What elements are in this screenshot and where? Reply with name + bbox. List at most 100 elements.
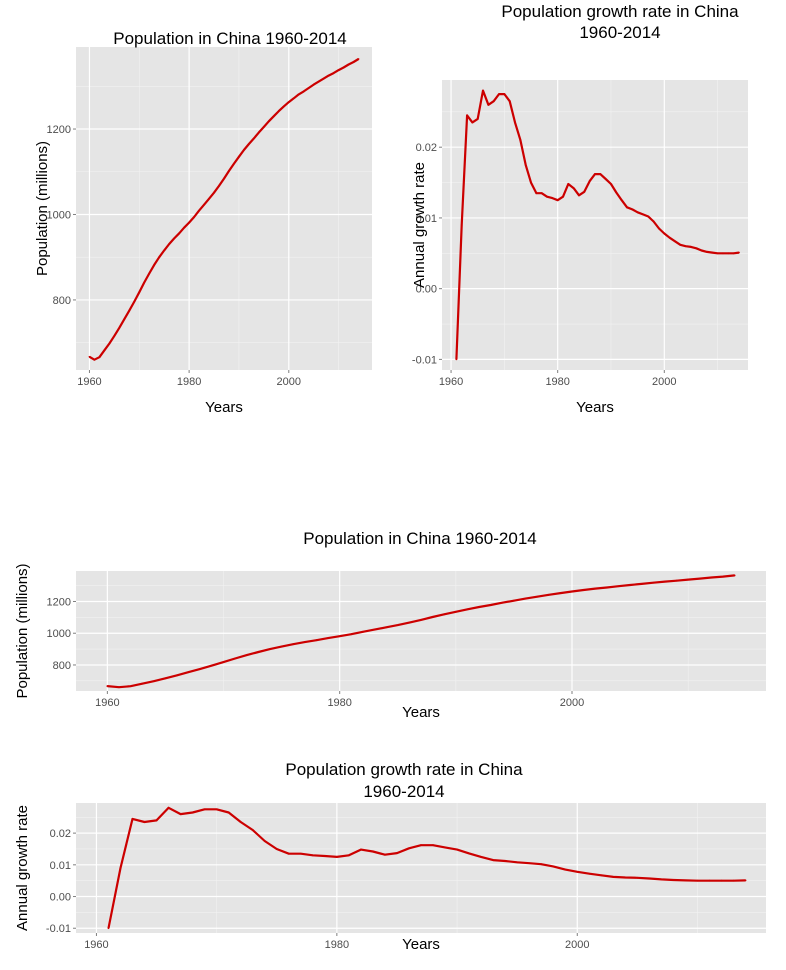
population-wide-chart-svg: 1960 1980 2000 800 1000 1200 Population in Chi… xyxy=(14,529,766,721)
data-point xyxy=(540,863,543,866)
x-tick-label: 1980 xyxy=(177,376,201,388)
data-point xyxy=(267,120,270,123)
data-point xyxy=(732,879,735,882)
data-point xyxy=(564,868,567,871)
y-tick-label: 1000 xyxy=(47,628,71,640)
data-point xyxy=(431,616,434,618)
data-point xyxy=(203,808,206,811)
data-point xyxy=(277,110,280,112)
data-point xyxy=(337,69,340,71)
x-axis-title: Years xyxy=(576,399,614,416)
data-point xyxy=(679,243,682,246)
data-point xyxy=(198,209,200,212)
x-tick-label: 2000 xyxy=(565,939,589,951)
data-point xyxy=(535,192,538,195)
data-point xyxy=(727,252,730,255)
x-tick-label: 2000 xyxy=(277,376,301,388)
y-tick-label: 1200 xyxy=(47,596,71,608)
data-point xyxy=(252,137,255,140)
data-point xyxy=(385,626,388,629)
data-point xyxy=(234,657,237,660)
data-point xyxy=(332,72,335,74)
data-point xyxy=(297,93,300,96)
data-point xyxy=(687,578,690,581)
data-point xyxy=(303,641,306,644)
data-point xyxy=(658,227,660,230)
data-point xyxy=(612,875,615,878)
data-point xyxy=(191,811,194,814)
x-axis-title: Years xyxy=(402,936,440,953)
y-tick-label: 0.00 xyxy=(416,284,437,296)
data-point xyxy=(480,856,483,858)
data-point xyxy=(652,581,655,584)
data-point xyxy=(347,854,350,857)
data-point xyxy=(263,840,266,842)
panel-background xyxy=(442,80,748,370)
data-point xyxy=(327,74,330,77)
data-point xyxy=(152,680,155,683)
data-point xyxy=(158,256,161,259)
y-tick-label: 0.00 xyxy=(50,892,71,904)
data-point xyxy=(519,139,522,142)
data-point xyxy=(163,249,166,252)
chart-title: 1960-2014 xyxy=(579,23,660,42)
data-point xyxy=(178,232,181,235)
data-point xyxy=(460,224,463,226)
data-point xyxy=(93,358,96,361)
data-point xyxy=(556,199,559,202)
population-chart-top-left: 1960 1980 2000 800 1000 1200 Population in Chi… xyxy=(0,0,390,420)
data-point xyxy=(482,89,484,92)
data-point xyxy=(408,621,411,624)
data-point xyxy=(476,118,479,120)
y-axis-title: Annual growth rate xyxy=(411,162,428,288)
data-point xyxy=(164,677,167,680)
data-point xyxy=(238,155,240,158)
data-point xyxy=(466,608,469,611)
data-point xyxy=(478,606,480,608)
data-point xyxy=(396,624,399,627)
data-point xyxy=(327,637,329,640)
data-point xyxy=(487,103,490,106)
data-point xyxy=(317,80,320,83)
data-point xyxy=(311,854,314,857)
data-point xyxy=(698,577,701,580)
data-point xyxy=(420,844,422,847)
data-point xyxy=(738,251,740,254)
data-point xyxy=(588,872,591,875)
data-point xyxy=(108,342,111,345)
data-point xyxy=(106,685,109,687)
data-point xyxy=(716,252,719,255)
data-point xyxy=(528,862,531,865)
data-point xyxy=(275,848,278,850)
data-point xyxy=(559,592,562,594)
data-point xyxy=(552,865,555,868)
data-point xyxy=(323,855,326,857)
data-point xyxy=(107,927,110,930)
y-tick-label: 0.01 xyxy=(50,860,71,872)
data-point xyxy=(384,853,386,856)
data-point xyxy=(203,203,205,206)
x-tick-label: 1960 xyxy=(439,376,463,388)
data-point xyxy=(562,195,564,198)
data-point xyxy=(352,61,355,63)
data-point xyxy=(292,643,295,646)
data-point xyxy=(710,576,713,579)
y-tick-label: 800 xyxy=(53,295,71,307)
data-point xyxy=(282,105,285,108)
data-point xyxy=(443,613,446,616)
x-tick-label: 1980 xyxy=(327,697,351,709)
data-point xyxy=(524,597,527,600)
data-point xyxy=(312,83,315,86)
data-point xyxy=(123,318,126,321)
data-point xyxy=(663,232,666,235)
data-point xyxy=(168,243,171,245)
data-point xyxy=(604,178,607,180)
y-tick-label: 0.01 xyxy=(416,213,437,225)
data-point xyxy=(708,879,711,882)
data-point xyxy=(432,844,434,847)
data-point xyxy=(335,856,338,858)
data-point xyxy=(456,848,458,851)
data-point xyxy=(513,599,515,602)
data-point xyxy=(684,879,687,882)
growth-rate-wide-chart-svg: 1960 1980 2000 -0.01 0.00 0.01 0.02 Population … xyxy=(14,760,766,953)
